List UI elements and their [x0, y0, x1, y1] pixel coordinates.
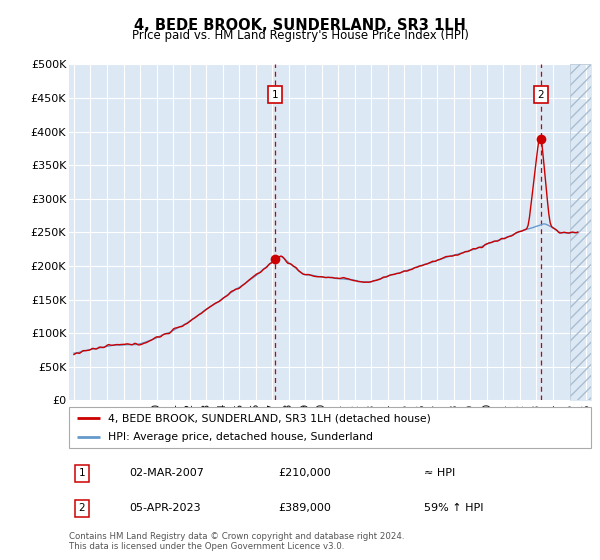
- Text: 4, BEDE BROOK, SUNDERLAND, SR3 1LH (detached house): 4, BEDE BROOK, SUNDERLAND, SR3 1LH (deta…: [108, 413, 431, 423]
- Text: 1: 1: [272, 90, 278, 100]
- Text: £389,000: £389,000: [278, 503, 331, 513]
- Text: HPI: Average price, detached house, Sunderland: HPI: Average price, detached house, Sund…: [108, 432, 373, 442]
- Text: 2: 2: [538, 90, 544, 100]
- Text: 1: 1: [79, 468, 85, 478]
- Text: ≈ HPI: ≈ HPI: [424, 468, 455, 478]
- Text: 2: 2: [79, 503, 85, 513]
- Text: 05-APR-2023: 05-APR-2023: [129, 503, 200, 513]
- Text: 02-MAR-2007: 02-MAR-2007: [129, 468, 204, 478]
- Text: £210,000: £210,000: [278, 468, 331, 478]
- Text: Price paid vs. HM Land Registry's House Price Index (HPI): Price paid vs. HM Land Registry's House …: [131, 29, 469, 42]
- Text: 59% ↑ HPI: 59% ↑ HPI: [424, 503, 484, 513]
- FancyBboxPatch shape: [69, 407, 591, 448]
- Text: Contains HM Land Registry data © Crown copyright and database right 2024.
This d: Contains HM Land Registry data © Crown c…: [69, 532, 404, 552]
- Text: 4, BEDE BROOK, SUNDERLAND, SR3 1LH: 4, BEDE BROOK, SUNDERLAND, SR3 1LH: [134, 18, 466, 33]
